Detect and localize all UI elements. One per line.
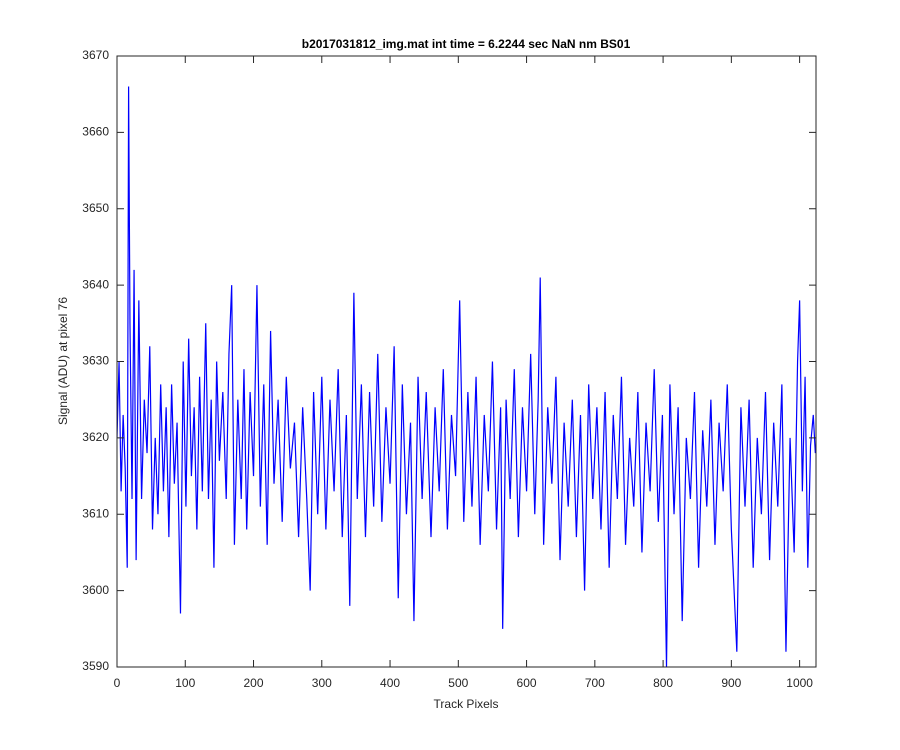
y-tick-label: 3670 xyxy=(82,48,109,62)
y-tick-label: 3640 xyxy=(82,277,109,291)
x-tick-label: 400 xyxy=(380,676,400,690)
x-tick-label: 800 xyxy=(653,676,673,690)
y-tick-label: 3650 xyxy=(82,201,109,215)
chart-title: b2017031812_img.mat int time = 6.2244 se… xyxy=(302,37,631,51)
data-line xyxy=(117,86,816,667)
x-tick-label: 500 xyxy=(448,676,468,690)
x-axis-label: Track Pixels xyxy=(434,697,499,711)
y-tick-label: 3660 xyxy=(82,125,109,139)
x-tick-label: 700 xyxy=(585,676,605,690)
y-tick-label: 3600 xyxy=(82,583,109,597)
x-tick-label: 1000 xyxy=(786,676,813,690)
y-tick-label: 3620 xyxy=(82,430,109,444)
x-tick-label: 600 xyxy=(517,676,537,690)
x-tick-label: 300 xyxy=(312,676,332,690)
x-tick-label: 0 xyxy=(114,676,121,690)
y-tick-label: 3630 xyxy=(82,354,109,368)
y-tick-label: 3610 xyxy=(82,506,109,520)
x-tick-label: 900 xyxy=(721,676,741,690)
y-axis-label: Signal (ADU) at pixel 76 xyxy=(56,297,70,425)
y-tick-label: 3590 xyxy=(82,659,109,673)
x-tick-label: 200 xyxy=(244,676,264,690)
x-tick-label: 100 xyxy=(175,676,195,690)
